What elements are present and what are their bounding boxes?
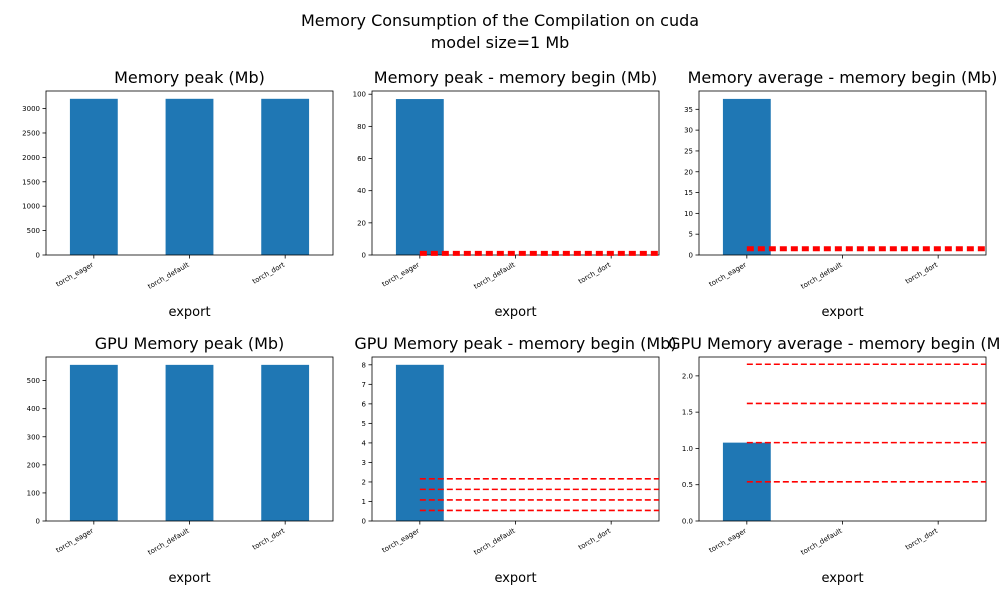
bar xyxy=(722,98,771,255)
bar xyxy=(261,98,310,255)
y-tick-label: 60 xyxy=(357,155,366,163)
y-tick-label: 30 xyxy=(684,127,693,135)
y-tick-label: 20 xyxy=(684,168,693,176)
y-tick-label: 5 xyxy=(689,231,693,239)
y-tick-label: 0 xyxy=(689,252,693,260)
bar xyxy=(165,364,214,521)
x-axis-label: export xyxy=(168,571,210,586)
y-tick-label: 1 xyxy=(362,498,366,506)
y-tick-label: 20 xyxy=(357,219,366,227)
bar xyxy=(395,99,444,255)
y-tick-label: 1500 xyxy=(22,178,40,186)
y-tick-label: 200 xyxy=(27,461,40,469)
y-tick-label: 2000 xyxy=(22,154,40,162)
bar xyxy=(261,364,310,521)
y-tick-label: 80 xyxy=(357,123,366,131)
y-tick-label: 1000 xyxy=(22,203,40,211)
subplot-title: Memory average - memory begin (Mb) xyxy=(688,68,998,87)
subplot-title: Memory peak - memory begin (Mb) xyxy=(374,68,657,87)
y-tick-label: 8 xyxy=(362,361,366,369)
y-tick-label: 100 xyxy=(27,489,40,497)
y-tick-label: 35 xyxy=(684,106,693,114)
x-axis-label: export xyxy=(494,571,536,586)
bar xyxy=(69,98,118,255)
y-tick-label: 0.5 xyxy=(682,481,693,489)
y-tick-label: 1.5 xyxy=(682,409,693,417)
figure-suptitle-line1: Memory Consumption of the Compilation on… xyxy=(301,11,699,30)
subplot-title: Memory peak (Mb) xyxy=(114,68,265,87)
y-tick-label: 500 xyxy=(27,377,40,385)
y-tick-label: 3 xyxy=(362,459,366,467)
y-tick-label: 10 xyxy=(684,210,693,218)
bar xyxy=(395,364,444,521)
y-tick-label: 15 xyxy=(684,189,693,197)
y-tick-label: 0 xyxy=(362,252,366,260)
bar xyxy=(165,98,214,255)
y-tick-label: 0 xyxy=(36,252,40,260)
bar xyxy=(69,364,118,521)
subplot-title: GPU Memory average - memory begin (Mb) xyxy=(668,334,1000,353)
y-tick-label: 1.0 xyxy=(682,445,693,453)
y-tick-label: 100 xyxy=(353,91,366,99)
y-tick-label: 7 xyxy=(362,381,366,389)
y-tick-label: 0.0 xyxy=(682,518,693,526)
x-axis-label: export xyxy=(168,305,210,320)
y-tick-label: 0 xyxy=(362,518,366,526)
y-tick-label: 2 xyxy=(362,478,366,486)
x-axis-label: export xyxy=(494,305,536,320)
x-axis-label: export xyxy=(821,305,863,320)
y-tick-label: 2500 xyxy=(22,129,40,137)
y-tick-label: 0 xyxy=(36,518,40,526)
y-tick-label: 3000 xyxy=(22,105,40,113)
y-tick-label: 25 xyxy=(684,147,693,155)
y-tick-label: 6 xyxy=(362,400,367,408)
y-tick-label: 40 xyxy=(357,187,366,195)
y-tick-label: 300 xyxy=(27,433,40,441)
x-axis-label: export xyxy=(821,571,863,586)
subplot-title: GPU Memory peak (Mb) xyxy=(95,334,285,353)
figure-suptitle-line2: model size=1 Mb xyxy=(431,33,570,52)
y-tick-label: 5 xyxy=(362,420,366,428)
y-tick-label: 4 xyxy=(362,439,367,447)
y-tick-label: 400 xyxy=(27,405,40,413)
y-tick-label: 2.0 xyxy=(682,372,693,380)
subplot-title: GPU Memory peak - memory begin (Mb) xyxy=(354,334,676,353)
y-tick-label: 500 xyxy=(27,227,40,235)
